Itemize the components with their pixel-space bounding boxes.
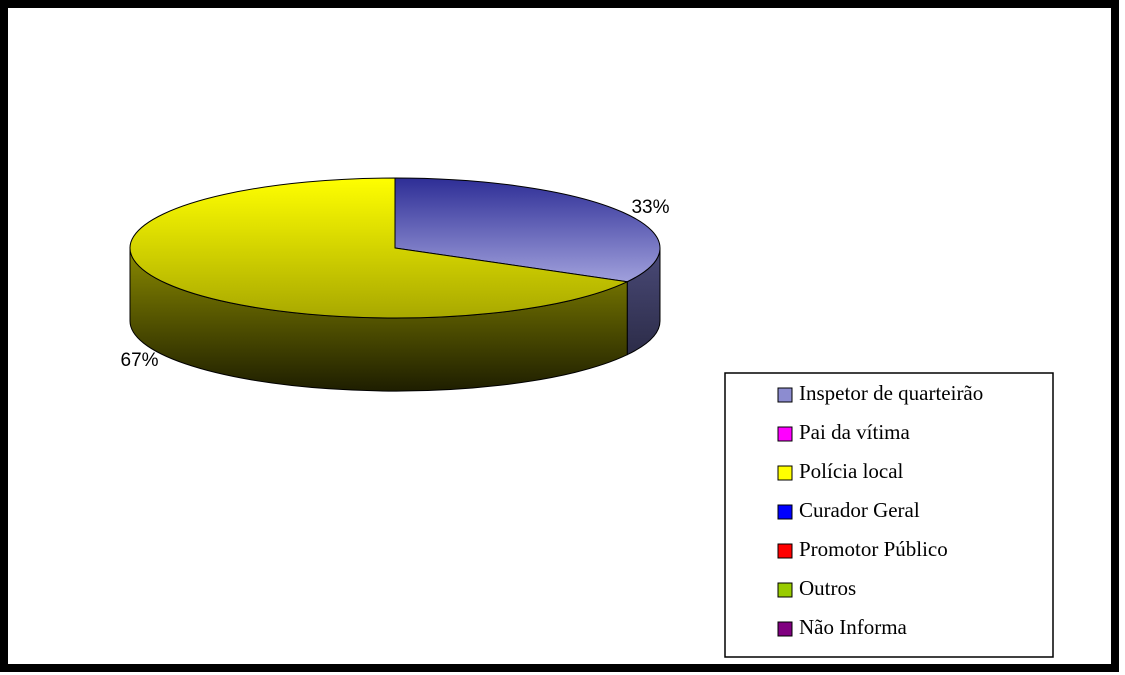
- legend-swatch: [777, 387, 793, 403]
- data-label: 33%: [631, 197, 669, 218]
- legend-label: Curador Geral: [799, 498, 920, 522]
- legend-label: Polícia local: [799, 459, 904, 483]
- legend-swatch: [777, 426, 793, 442]
- legend-swatch: [777, 582, 793, 598]
- pie-slice: [129, 177, 629, 319]
- legend-swatch: [777, 465, 793, 481]
- legend-swatch: [777, 504, 793, 520]
- legend-label: Promotor Público: [799, 537, 948, 561]
- legend-swatch: [777, 621, 793, 637]
- pie-slice: [394, 177, 661, 283]
- legend-label: Não Informa: [799, 615, 908, 639]
- legend-label: Inspetor de quarteirão: [799, 381, 983, 405]
- legend-label: Pai da vítima: [799, 420, 910, 444]
- legend-swatch: [777, 543, 793, 559]
- data-label: 67%: [121, 350, 159, 371]
- legend-label: Outros: [799, 576, 856, 600]
